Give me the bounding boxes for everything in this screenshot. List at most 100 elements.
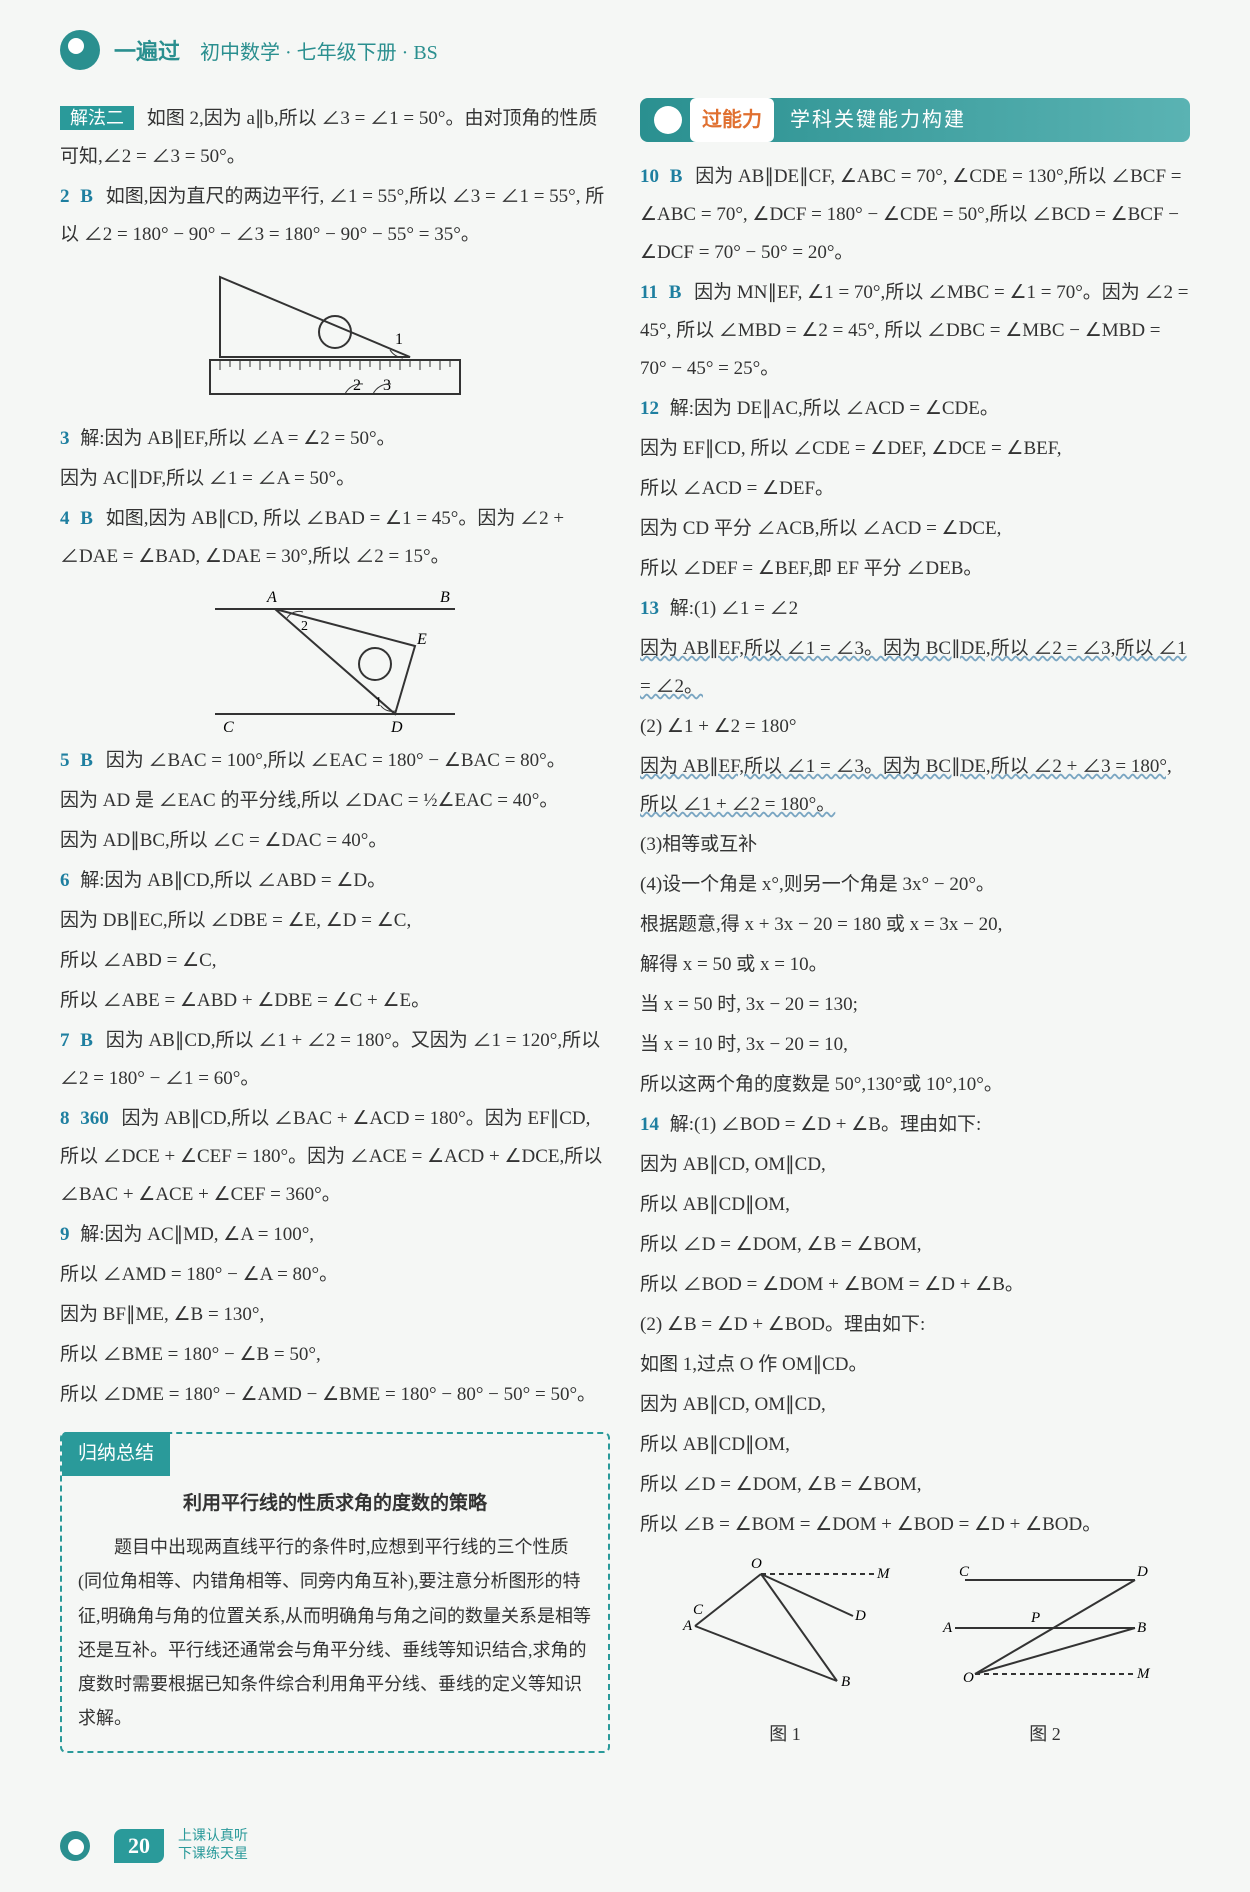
slogan-line1: 上课认真听 — [178, 1828, 248, 1846]
q13-line6: (4)设一个角是 x°,则另一个角是 3x° − 20°。 — [640, 866, 1190, 904]
q-num: 6 — [60, 870, 70, 891]
footer: 20 上课认真听 下课练天星 — [60, 1828, 248, 1864]
slogan-line2: 下课练天星 — [178, 1846, 248, 1864]
svg-text:1: 1 — [395, 331, 403, 348]
q3-text1: 解:因为 AB∥EF,所以 ∠A = ∠2 = 50°。 — [80, 428, 395, 449]
q10: 10 B 因为 AB∥DE∥CF, ∠ABC = 70°, ∠CDE = 130… — [640, 158, 1190, 272]
ans-letter: B — [80, 508, 93, 529]
svg-text:C: C — [223, 719, 234, 734]
q5-line3: 因为 AD∥BC,所以 ∠C = ∠DAC = 40°。 — [60, 822, 610, 860]
q14-line6: (2) ∠B = ∠D + ∠BOD。理由如下: — [640, 1306, 1190, 1344]
svg-text:M: M — [876, 1566, 891, 1582]
q2: 2 B 如图,因为直尺的两边平行, ∠1 = 55°,所以 ∠3 = ∠1 = … — [60, 178, 610, 254]
ans-letter: B — [669, 282, 682, 303]
q9-line1: 9 解:因为 AC∥MD, ∠A = 100°, — [60, 1216, 610, 1254]
q4-text: 如图,因为 AB∥CD, 所以 ∠BAD = ∠1 = 45°。因为 ∠2 + … — [60, 508, 564, 567]
q4-figure: A B C D E 2 1 — [205, 584, 465, 734]
summary-body: 题目中出现两直线平行的条件时,应想到平行线的三个性质(同位角相等、内错角相等、同… — [62, 1530, 608, 1735]
q12-text1: 解:因为 DE∥AC,所以 ∠ACD = ∠CDE。 — [670, 398, 999, 419]
q13-line3: (2) ∠1 + ∠2 = 180° — [640, 708, 1190, 746]
q13-line9: 当 x = 50 时, 3x − 20 = 130; — [640, 986, 1190, 1024]
fig2: C D A P B O M — [935, 1556, 1155, 1696]
q13-text4: 因为 AB∥EF,所以 ∠1 = ∠3。因为 BC∥DE,所以 ∠2 + ∠3 … — [640, 756, 1172, 815]
q9-line3: 因为 BF∥ME, ∠B = 130°, — [60, 1296, 610, 1334]
svg-text:C: C — [693, 1602, 704, 1618]
q11-text: 因为 MN∥EF, ∠1 = 70°,所以 ∠MBC = ∠1 = 70°。因为… — [640, 282, 1189, 379]
q13-line8: 解得 x = 50 或 x = 10。 — [640, 946, 1190, 984]
q12-line3: 所以 ∠ACD = ∠DEF。 — [640, 470, 1190, 508]
q2-text: 如图,因为直尺的两边平行, ∠1 = 55°,所以 ∠3 = ∠1 = 55°,… — [60, 186, 604, 245]
ability-sub: 学科关键能力构建 — [790, 100, 966, 140]
q12-line4: 因为 CD 平分 ∠ACB,所以 ∠ACD = ∠DCE, — [640, 510, 1190, 548]
q14-line7: 如图 1,过点 O 作 OM∥CD。 — [640, 1346, 1190, 1384]
q-num: 4 — [60, 508, 70, 529]
footer-icon — [60, 1831, 90, 1861]
svg-text:B: B — [440, 589, 450, 606]
figures-row: O M D A B C 图 1 — [640, 1556, 1190, 1752]
q-num: 7 — [60, 1030, 70, 1051]
q13-line4: 因为 AB∥EF,所以 ∠1 = ∠3。因为 BC∥DE,所以 ∠2 + ∠3 … — [640, 748, 1190, 824]
q-num: 9 — [60, 1224, 70, 1245]
q13-line11: 所以这两个角的度数是 50°,130°或 10°,10°。 — [640, 1066, 1190, 1104]
logo-icon — [60, 30, 100, 70]
q-num: 10 — [640, 166, 659, 187]
q-num: 12 — [640, 398, 659, 419]
q3-line2: 因为 AC∥DF,所以 ∠1 = ∠A = 50°。 — [60, 460, 610, 498]
q11: 11 B 因为 MN∥EF, ∠1 = 70°,所以 ∠MBC = ∠1 = 7… — [640, 274, 1190, 388]
svg-text:A: A — [682, 1618, 693, 1634]
q-num: 2 — [60, 186, 70, 207]
q12-line1: 12 解:因为 DE∥AC,所以 ∠ACD = ∠CDE。 — [640, 390, 1190, 428]
q6-line3: 所以 ∠ABD = ∠C, — [60, 942, 610, 980]
q-num: 5 — [60, 750, 70, 771]
q13-line1: 13 解:(1) ∠1 = ∠2 — [640, 590, 1190, 628]
q14-line8: 因为 AB∥CD, OM∥CD, — [640, 1386, 1190, 1424]
content-columns: 解法二 如图 2,因为 a∥b,所以 ∠3 = ∠1 = 50°。由对顶角的性质… — [60, 98, 1190, 1753]
svg-text:B: B — [841, 1674, 850, 1690]
q14-line10: 所以 ∠D = ∠DOM, ∠B = ∠BOM, — [640, 1466, 1190, 1504]
svg-text:O: O — [963, 1670, 974, 1686]
q13-line7: 根据题意,得 x + 3x − 20 = 180 或 x = 3x − 20, — [640, 906, 1190, 944]
q13-line5: (3)相等或互补 — [640, 826, 1190, 864]
q13-line2: 因为 AB∥EF,所以 ∠1 = ∠3。因为 BC∥DE,所以 ∠2 = ∠3,… — [640, 630, 1190, 706]
q4: 4 B 如图,因为 AB∥CD, 所以 ∠BAD = ∠1 = 45°。因为 ∠… — [60, 500, 610, 576]
q-num: 3 — [60, 428, 70, 449]
ans-letter: B — [80, 1030, 93, 1051]
subtitle: 初中数学 · 七年级下册 · BS — [200, 36, 438, 65]
svg-text:2: 2 — [301, 619, 308, 634]
q-num: 13 — [640, 598, 659, 619]
q9-line4: 所以 ∠BME = 180° − ∠B = 50°, — [60, 1336, 610, 1374]
q14-line9: 所以 AB∥CD∥OM, — [640, 1426, 1190, 1464]
left-column: 解法二 如图 2,因为 a∥b,所以 ∠3 = ∠1 = 50°。由对顶角的性质… — [60, 98, 610, 1753]
q14-line5: 所以 ∠BOD = ∠DOM + ∠BOM = ∠D + ∠B。 — [640, 1266, 1190, 1304]
svg-text:A: A — [266, 589, 277, 606]
summary-box: 归纳总结 利用平行线的性质求角的度数的策略 题目中出现两直线平行的条件时,应想到… — [60, 1432, 610, 1753]
q9-text1: 解:因为 AC∥MD, ∠A = 100°, — [80, 1224, 314, 1245]
q8: 8 360 因为 AB∥CD,所以 ∠BAC + ∠ACD = 180°。因为 … — [60, 1100, 610, 1214]
method2-text: 如图 2,因为 a∥b,所以 ∠3 = ∠1 = 50°。由对顶角的性质可知,∠… — [60, 108, 597, 167]
page-number: 20 — [114, 1829, 164, 1863]
svg-text:A: A — [942, 1620, 953, 1636]
svg-text:C: C — [959, 1564, 970, 1580]
q14-line2: 因为 AB∥CD, OM∥CD, — [640, 1146, 1190, 1184]
svg-text:E: E — [416, 631, 427, 648]
q14-line1: 14 解:(1) ∠BOD = ∠D + ∠B。理由如下: — [640, 1106, 1190, 1144]
q13-text2: 因为 AB∥EF,所以 ∠1 = ∠3。因为 BC∥DE,所以 ∠2 = ∠3,… — [640, 638, 1187, 697]
method2: 解法二 如图 2,因为 a∥b,所以 ∠3 = ∠1 = 50°。由对顶角的性质… — [60, 100, 610, 176]
summary-title: 利用平行线的性质求角的度数的策略 — [62, 1486, 608, 1522]
method-tag: 解法二 — [60, 106, 134, 130]
fig2-caption: 图 2 — [935, 1716, 1155, 1752]
q7: 7 B 因为 AB∥CD,所以 ∠1 + ∠2 = 180°。又因为 ∠1 = … — [60, 1022, 610, 1098]
svg-text:P: P — [1030, 1610, 1040, 1626]
svg-text:B: B — [1137, 1620, 1146, 1636]
q3-line1: 3 解:因为 AB∥EF,所以 ∠A = ∠2 = 50°。 — [60, 420, 610, 458]
ans-letter: B — [80, 186, 93, 207]
q-num: 14 — [640, 1114, 659, 1135]
ability-pill: 过能力 — [690, 98, 774, 142]
svg-text:D: D — [390, 719, 403, 734]
q-num: 8 — [60, 1108, 70, 1129]
q9-line2: 所以 ∠AMD = 180° − ∠A = 80°。 — [60, 1256, 610, 1294]
svg-text:1: 1 — [375, 695, 382, 710]
q5-text1: 因为 ∠BAC = 100°,所以 ∠EAC = 180° − ∠BAC = 8… — [106, 750, 566, 771]
fig1-caption: 图 1 — [675, 1716, 895, 1752]
page: 一遍过 初中数学 · 七年级下册 · BS 解法二 如图 2,因为 a∥b,所以… — [0, 0, 1250, 1892]
